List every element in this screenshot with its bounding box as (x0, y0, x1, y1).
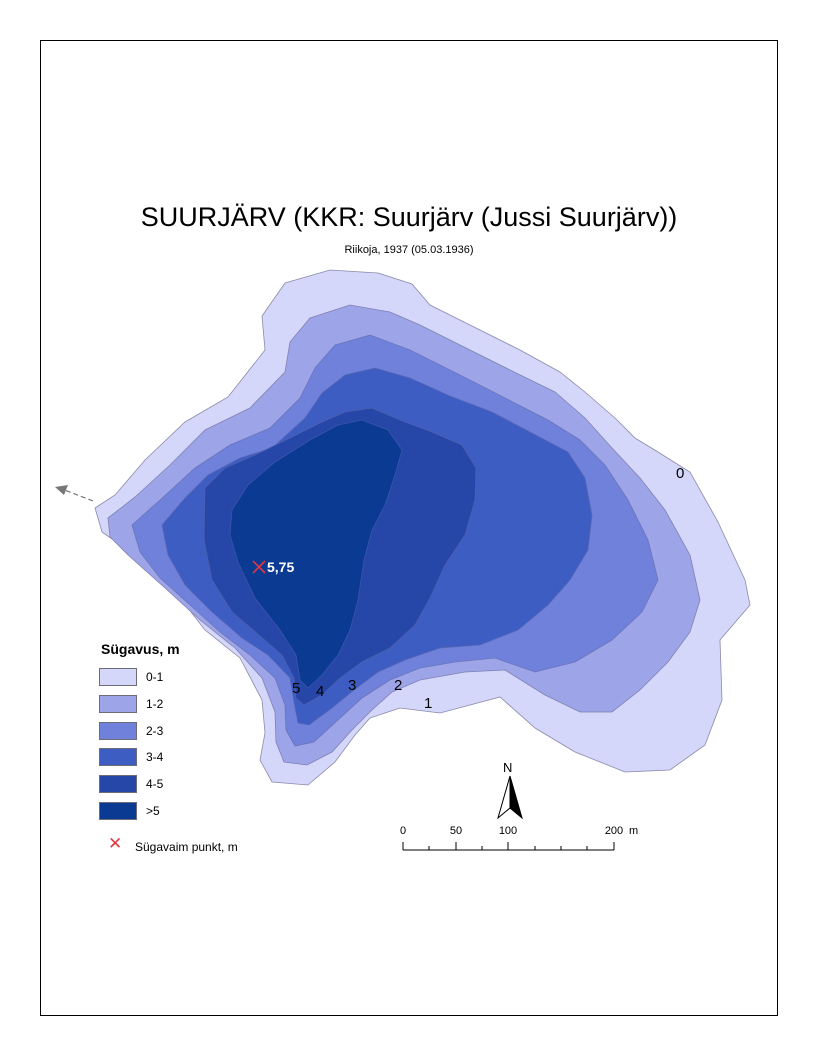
legend-label: 1-2 (146, 697, 164, 711)
scale-tick-50: 50 (450, 825, 462, 837)
legend-swatch (99, 748, 137, 766)
legend-swatch (99, 695, 137, 713)
legend-item-1-2: 1-2 (99, 695, 239, 715)
legend-item-0-1: 0-1 (99, 668, 239, 688)
legend-title: Sügavus, m (101, 641, 180, 657)
map-subtitle: Riikoja, 1937 (05.03.1936) (344, 244, 474, 256)
legend-deepest-point-label: Sügavaim punkt, m (135, 840, 238, 854)
legend-item-3-4: 3-4 (99, 748, 239, 768)
legend-label: 2-3 (146, 724, 164, 738)
legend-item-4-5: 4-5 (99, 775, 239, 795)
north-arrow-label: N (503, 760, 512, 775)
outflow-arrow (55, 485, 94, 502)
legend-label: >5 (146, 804, 160, 818)
contour-label-5: 5 (292, 680, 300, 697)
contour-label-2: 2 (394, 677, 402, 694)
legend-label: 4-5 (146, 777, 164, 791)
contour-label-1: 1 (424, 695, 432, 712)
deepest-point-label: 5,75 (267, 559, 294, 575)
scale-tick-0: 0 (400, 825, 406, 837)
legend-deepest-point: ✕ Sügavaim punkt, m (108, 834, 308, 856)
legend-label: 0-1 (146, 670, 164, 684)
deepest-point-marker (252, 560, 266, 574)
north-arrow (497, 775, 523, 820)
scale-tick-100: 100 (499, 825, 517, 837)
deepest-point-icon: ✕ (108, 834, 123, 853)
scale-tick-200: 200 (605, 825, 623, 837)
legend-item-2-3: 2-3 (99, 722, 239, 742)
scale-bar (402, 842, 615, 851)
legend-swatch (99, 802, 137, 820)
scale-unit: m (629, 825, 638, 837)
depth-zone-over-5 (229, 419, 403, 689)
map-title: SUURJÄRV (KKR: Suurjärv (Jussi Suurjärv)… (140, 202, 678, 232)
legend-swatch (99, 775, 137, 793)
contour-label-4: 4 (316, 683, 324, 700)
legend-item-over-5: >5 (99, 802, 239, 822)
legend-label: 3-4 (146, 750, 164, 764)
contour-label-0: 0 (676, 465, 684, 482)
contour-label-3: 3 (348, 677, 356, 694)
legend-swatch (99, 722, 137, 740)
legend-swatch (99, 668, 137, 686)
map-frame (40, 40, 778, 1016)
